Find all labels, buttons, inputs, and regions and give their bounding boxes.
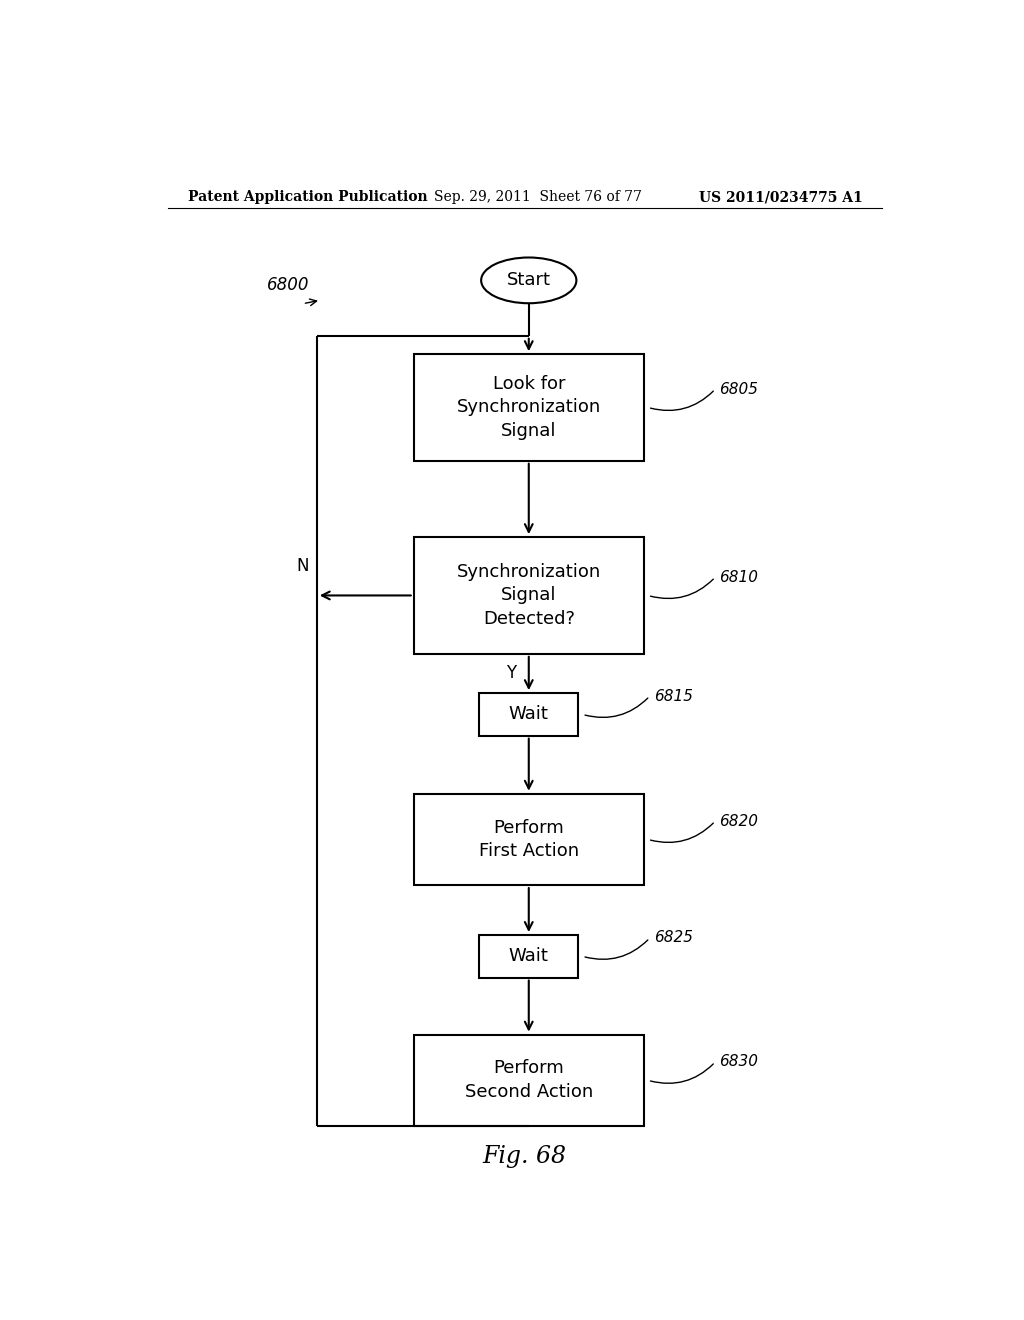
Text: 6810: 6810 — [719, 570, 758, 585]
Text: US 2011/0234775 A1: US 2011/0234775 A1 — [699, 190, 863, 205]
Text: 6805: 6805 — [719, 381, 758, 396]
Text: Fig. 68: Fig. 68 — [482, 1144, 567, 1168]
Text: Start: Start — [507, 272, 551, 289]
Text: 6830: 6830 — [719, 1055, 758, 1069]
Text: N: N — [296, 557, 309, 576]
Text: 6825: 6825 — [653, 931, 693, 945]
Text: Y: Y — [506, 664, 516, 682]
Text: Sep. 29, 2011  Sheet 76 of 77: Sep. 29, 2011 Sheet 76 of 77 — [433, 190, 641, 205]
Text: Look for
Synchronization
Signal: Look for Synchronization Signal — [457, 375, 601, 440]
Text: Synchronization
Signal
Detected?: Synchronization Signal Detected? — [457, 562, 601, 628]
Text: Patent Application Publication: Patent Application Publication — [187, 190, 427, 205]
Text: Wait: Wait — [509, 705, 549, 723]
Text: 6820: 6820 — [719, 813, 758, 829]
Text: 6815: 6815 — [653, 689, 693, 704]
Text: Wait: Wait — [509, 948, 549, 965]
Text: Perform
Second Action: Perform Second Action — [465, 1060, 593, 1101]
Text: Perform
First Action: Perform First Action — [478, 818, 579, 861]
Text: 6800: 6800 — [267, 276, 309, 294]
